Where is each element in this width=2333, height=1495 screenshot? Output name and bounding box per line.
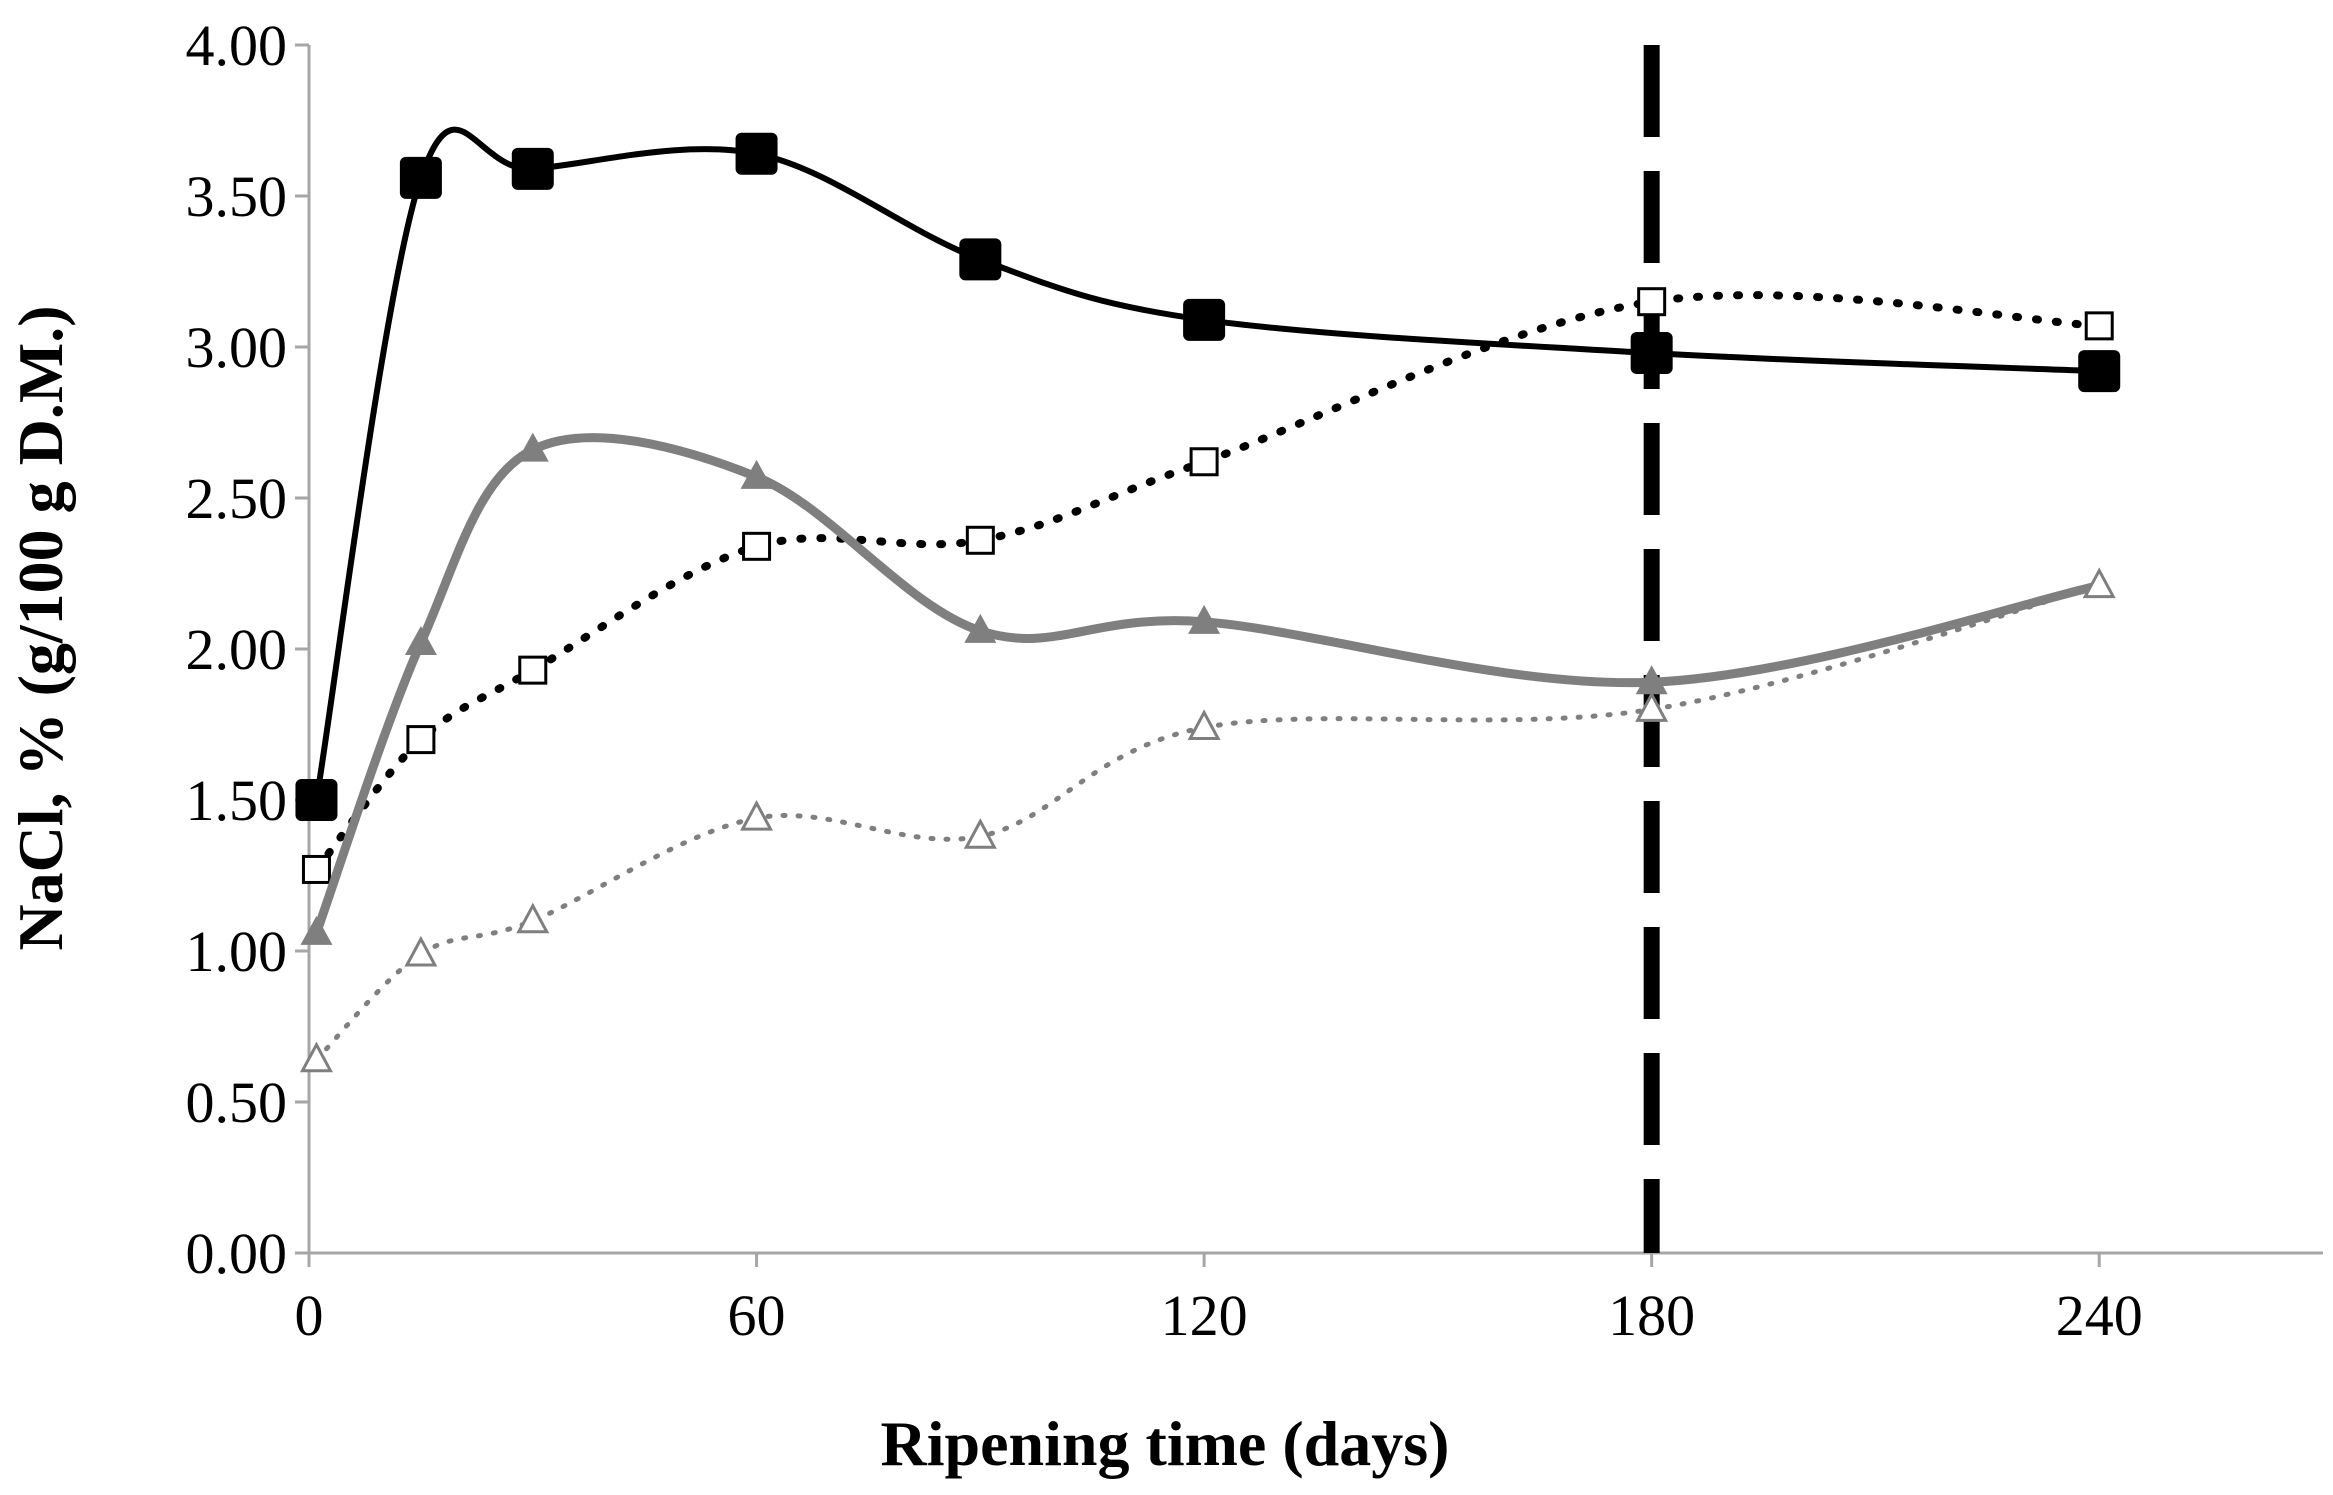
y-tick-label: 0.50 xyxy=(186,1070,288,1135)
point-marker xyxy=(1635,665,1668,695)
point-marker xyxy=(1637,287,1667,317)
point-marker xyxy=(1630,332,1673,375)
x-tick-label: 180 xyxy=(1608,1283,1695,1348)
series-filled-square xyxy=(295,126,2121,821)
series-open-square-line xyxy=(312,291,2104,874)
y-tick-label: 4.00 xyxy=(186,13,288,78)
point-marker xyxy=(516,432,549,462)
point-marker xyxy=(299,1041,333,1073)
y-tick-label: 2.00 xyxy=(186,617,288,682)
x-axis-title: Ripening time (days) xyxy=(881,1408,1450,1479)
series-open-triangle xyxy=(299,567,2116,1073)
y-tick-label: 3.00 xyxy=(186,315,288,380)
point-marker xyxy=(518,655,548,685)
point-marker xyxy=(2078,350,2121,393)
series-layer xyxy=(295,126,2121,1073)
point-marker xyxy=(511,147,554,190)
series-open-square xyxy=(301,287,2114,884)
y-tick-label: 0.00 xyxy=(186,1221,288,1286)
point-marker xyxy=(300,915,333,945)
series-filled-triangle-line xyxy=(311,433,2104,938)
x-tick-label: 0 xyxy=(295,1283,324,1348)
point-marker xyxy=(735,132,778,175)
point-marker xyxy=(740,799,774,831)
y-tick-label: 3.50 xyxy=(186,164,288,229)
point-marker xyxy=(295,779,338,821)
point-marker xyxy=(404,625,437,655)
point-marker xyxy=(1183,298,1226,341)
point-marker xyxy=(406,725,436,755)
point-marker xyxy=(1635,691,1669,722)
point-marker xyxy=(1189,447,1219,477)
point-marker xyxy=(964,613,997,643)
x-tick-label: 240 xyxy=(2056,1283,2143,1348)
point-marker xyxy=(1188,604,1221,634)
point-marker xyxy=(959,238,1002,281)
point-marker xyxy=(404,935,438,967)
axes: 0.00 0.50 1.00 1.50 2.00 2.50 3.00 3.50 4.00 0 60 1… xyxy=(186,13,2323,1348)
point-marker xyxy=(399,156,442,199)
y-tick-label: 1.50 xyxy=(186,768,288,833)
x-tick-label: 120 xyxy=(1161,1283,1248,1348)
point-marker xyxy=(1187,709,1221,741)
point-marker xyxy=(740,459,773,489)
point-marker xyxy=(301,854,331,884)
y-tick-label: 2.50 xyxy=(186,466,288,531)
point-marker xyxy=(742,531,772,561)
point-marker xyxy=(516,902,550,934)
point-marker xyxy=(965,525,995,555)
y-axis-title: NaCl, % (g/100 g D.M.) xyxy=(5,305,76,950)
point-marker xyxy=(2084,311,2114,341)
point-marker xyxy=(2082,567,2116,599)
x-tick-label: 60 xyxy=(728,1283,786,1348)
series-filled-triangle xyxy=(300,432,2116,945)
point-marker xyxy=(963,818,997,849)
y-tick-label: 1.00 xyxy=(186,919,288,984)
